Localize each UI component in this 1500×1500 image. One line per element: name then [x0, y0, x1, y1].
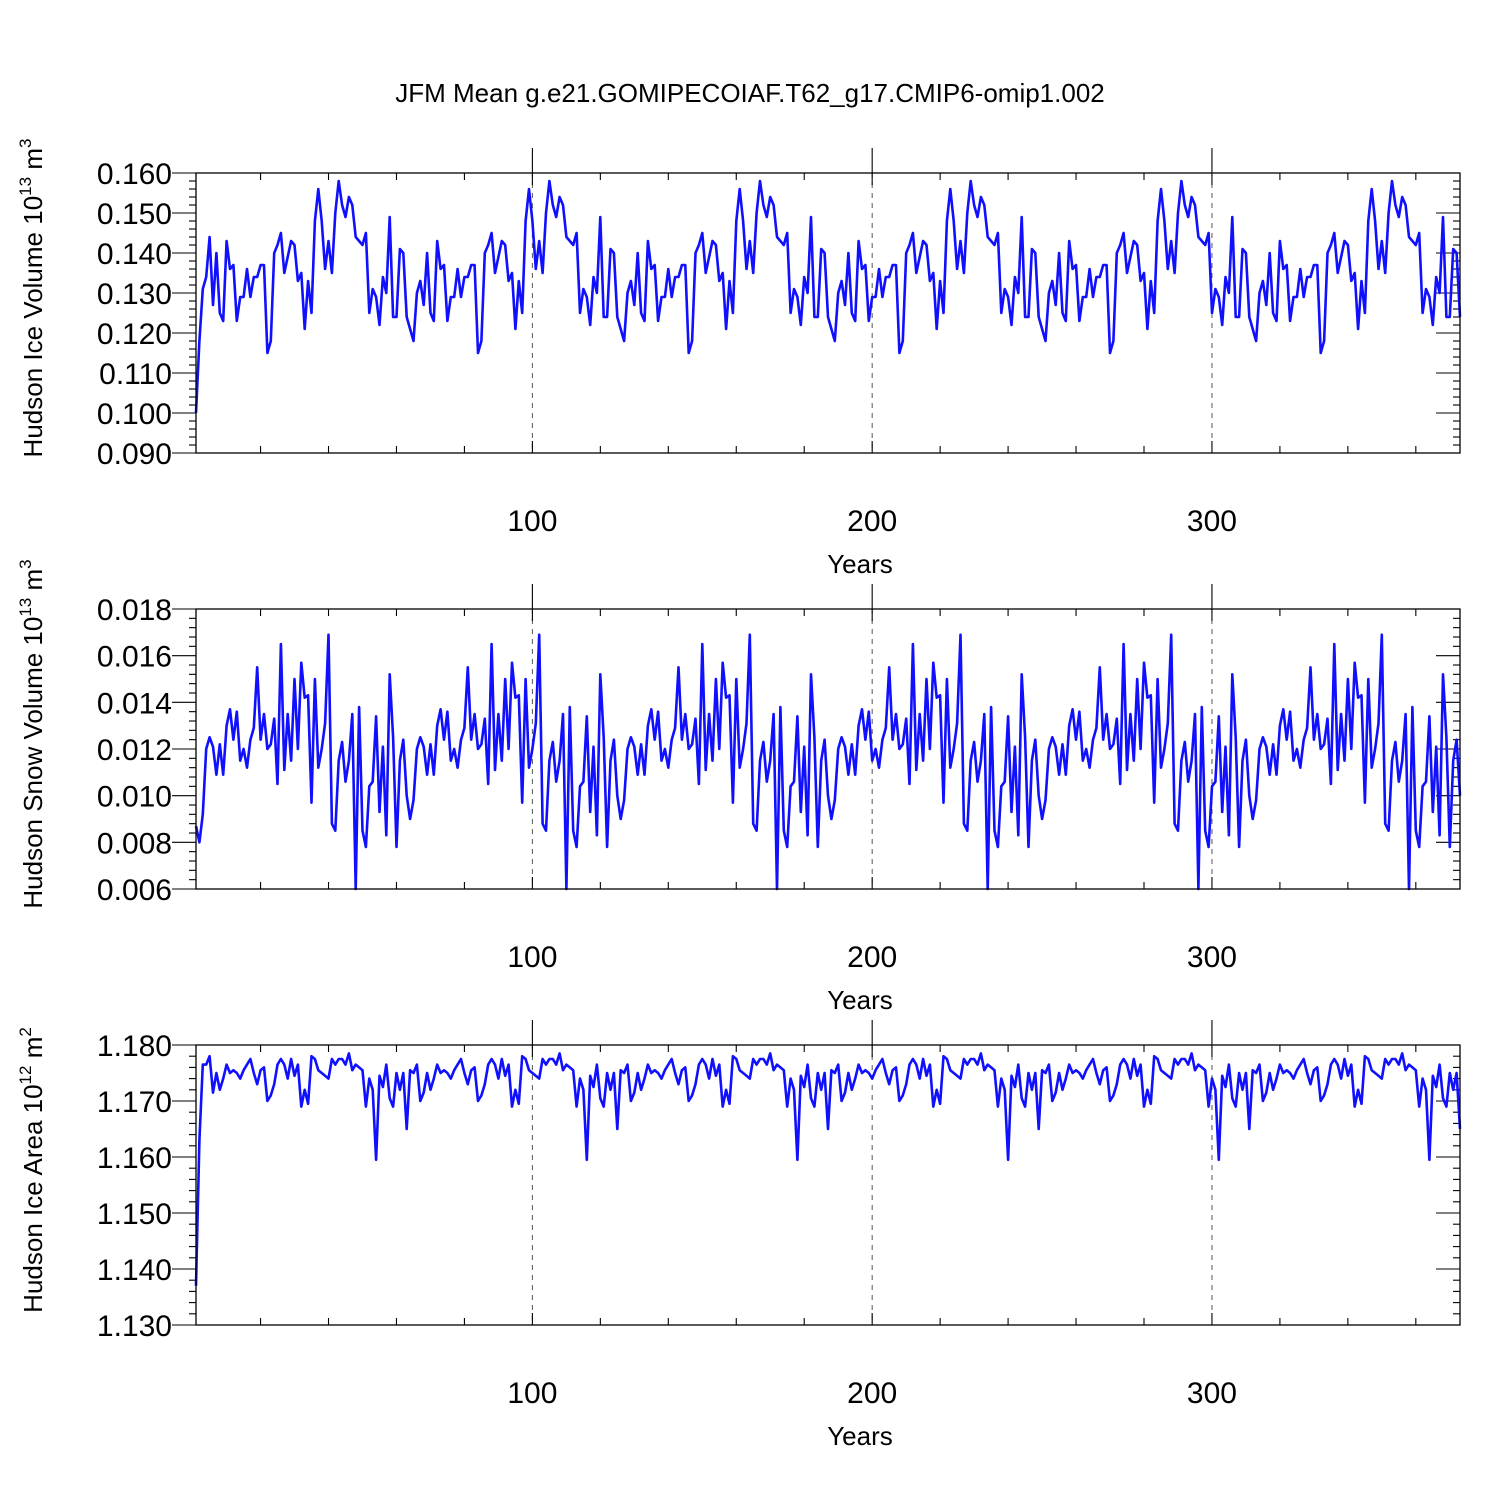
y-tick-label: 1.150 — [97, 1198, 172, 1231]
y-tick-label: 0.130 — [97, 278, 172, 311]
y-tick-label: 0.120 — [97, 318, 172, 351]
x-tick-label: 200 — [847, 941, 897, 974]
y-axis-label-unit-exponent: 2 — [16, 1027, 35, 1036]
series-line — [194, 1052, 1462, 1286]
y-tick-label: 1.130 — [97, 1310, 172, 1343]
y-axis-label: Hudson Ice Volume 1013 m3 — [16, 139, 48, 458]
x-tick-label: 200 — [847, 1377, 897, 1410]
y-axis-label: Hudson Snow Volume 1013 m3 — [16, 559, 48, 908]
y-axis-label: Hudson Ice Area 1012 m2 — [16, 1027, 48, 1313]
series-line — [194, 633, 1462, 891]
x-tick-label: 100 — [507, 1377, 557, 1410]
panel-ice-volume: 100 200 300 0.090 0.100 0.110 0.120 0.130 0.140 0… — [16, 139, 1462, 579]
x-tick-label: 300 — [1187, 505, 1237, 538]
y-tick-label: 0.006 — [97, 874, 172, 907]
y-axis-label-unit-exponent: 3 — [16, 139, 35, 148]
plot-frame — [195, 1044, 1461, 1326]
y-tick-label: 0.160 — [97, 158, 172, 191]
y-axis-label-main: Hudson Ice Area 10 — [18, 1084, 48, 1312]
y-axis-label-exponent: 13 — [16, 177, 35, 196]
y-tick-label: 1.180 — [97, 1030, 172, 1063]
y-axis-label-main: Hudson Snow Volume 10 — [18, 617, 48, 909]
x-axis-label: Years — [827, 549, 893, 579]
y-axis-label-unit: m — [18, 148, 48, 177]
y-tick-label: 0.140 — [97, 238, 172, 271]
x-axis-label: Years — [827, 1421, 893, 1451]
y-tick-label: 1.140 — [97, 1254, 172, 1287]
y-axis-label-exponent: 12 — [16, 1066, 35, 1085]
x-tick-label: 100 — [507, 505, 557, 538]
panel-ice-area: 100 200 300 1.130 1.140 1.150 1.160 1.170 1.180 Y… — [16, 1020, 1462, 1451]
series-line — [194, 179, 1462, 414]
plot-frame — [195, 172, 1461, 454]
chart-title: JFM Mean g.e21.GOMIPECOIAF.T62_g17.CMIP6… — [395, 78, 1105, 108]
y-axis-label-unit-exponent: 3 — [16, 559, 35, 568]
y-axis-label-unit: m — [18, 1037, 48, 1066]
y-axis-label-exponent: 13 — [16, 598, 35, 617]
x-axis-label: Years — [827, 985, 893, 1015]
y-tick-label: 0.090 — [97, 438, 172, 471]
y-tick-label: 0.008 — [97, 827, 172, 860]
x-tick-label: 200 — [847, 505, 897, 538]
y-tick-label: 0.010 — [97, 781, 172, 814]
x-tick-label: 300 — [1187, 941, 1237, 974]
y-tick-label: 0.150 — [97, 198, 172, 231]
plot-frame — [195, 608, 1461, 890]
x-tick-label: 300 — [1187, 1377, 1237, 1410]
y-axis-label-unit: m — [18, 569, 48, 598]
y-tick-label: 0.110 — [99, 358, 172, 391]
y-tick-label: 0.012 — [97, 734, 172, 767]
y-tick-label: 1.160 — [97, 1142, 172, 1175]
y-tick-label: 0.016 — [97, 641, 172, 674]
y-tick-label: 0.018 — [97, 594, 172, 627]
y-tick-label: 1.170 — [97, 1086, 172, 1119]
y-tick-label: 0.100 — [97, 398, 172, 431]
panel-snow-volume: 100 200 300 0.006 0.008 0.010 0.012 0.014 0.016 0… — [16, 559, 1462, 1015]
y-tick-label: 0.014 — [97, 687, 172, 720]
y-axis-label-main: Hudson Ice Volume 10 — [18, 196, 48, 458]
x-tick-label: 100 — [507, 941, 557, 974]
